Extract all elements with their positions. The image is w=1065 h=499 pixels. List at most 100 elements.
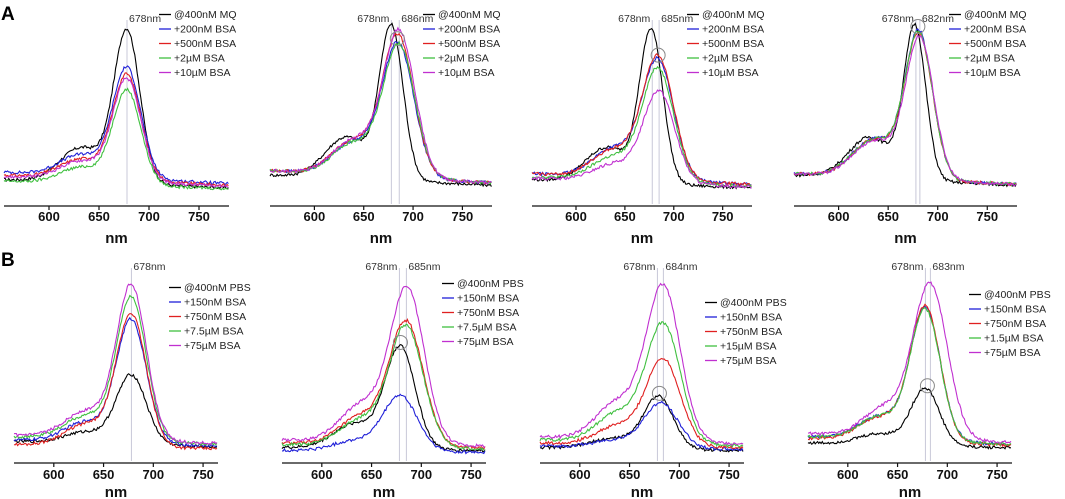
series-line xyxy=(531,65,752,188)
legend-entry: +750nM BSA xyxy=(984,318,1046,330)
legend-entry: +10µM BSA xyxy=(702,67,759,79)
x-tick-label: 700 xyxy=(410,467,432,482)
x-tick-label: 600 xyxy=(38,209,60,224)
x-tick-label: 700 xyxy=(138,209,160,224)
peak-label: 682nm xyxy=(922,13,954,25)
legend-entry: +750nM BSA xyxy=(457,307,519,319)
peak-label: 678nm xyxy=(891,261,923,273)
peak-label: 684nm xyxy=(665,261,697,273)
series-line xyxy=(13,283,218,446)
peak-label: 683nm xyxy=(932,261,964,273)
series-line xyxy=(3,72,229,188)
x-tick-label: 750 xyxy=(188,209,210,224)
legend-entry: +200nM BSA xyxy=(174,24,236,36)
series-line xyxy=(807,306,1012,447)
chart-panel-b4: 600 650 700 750 nm 678nm 683nm @400nM PBS +150nM… xyxy=(807,261,1051,499)
legend-entry: +750nM BSA xyxy=(720,326,782,338)
peak-label: 678nm xyxy=(365,261,397,273)
x-axis-label: nm xyxy=(894,230,917,247)
peak-highlight-circle xyxy=(919,378,935,394)
x-axis-label: nm xyxy=(631,230,654,247)
series-line xyxy=(793,34,1017,187)
series-line xyxy=(4,28,229,190)
x-tick-label: 750 xyxy=(986,467,1008,482)
legend-entry: +10µM BSA xyxy=(438,67,495,79)
x-tick-label: 650 xyxy=(614,209,636,224)
panels-group: 600 650 700 750 nm 678nm @400nM MQ +200nM BSA +5… xyxy=(3,9,1051,499)
peak-highlight-circle xyxy=(389,31,405,47)
chart-panel-a2: 600 650 700 750 nm 678nm 686nm @400nM MQ +200nM … xyxy=(269,9,501,247)
x-tick-label: 650 xyxy=(361,467,383,482)
series-line xyxy=(807,305,1012,447)
x-tick-label: 750 xyxy=(976,209,998,224)
legend-entry: +10µM BSA xyxy=(964,67,1021,79)
series-line xyxy=(281,343,486,453)
x-tick-label: 650 xyxy=(353,209,375,224)
peak-label: 678nm xyxy=(882,13,914,25)
series-line xyxy=(281,318,486,450)
legend-entry: @400nM PBS xyxy=(457,278,524,290)
series-line xyxy=(13,313,218,451)
x-axis-label: nm xyxy=(105,484,128,499)
x-tick-label: 650 xyxy=(619,467,641,482)
x-tick-label: 700 xyxy=(927,209,949,224)
series-line xyxy=(3,77,229,188)
x-tick-label: 600 xyxy=(828,209,850,224)
x-tick-label: 700 xyxy=(936,467,958,482)
series-line xyxy=(3,87,229,191)
x-tick-label: 700 xyxy=(402,209,424,224)
legend-entry: @400nM MQ xyxy=(964,9,1027,21)
x-tick-label: 600 xyxy=(565,209,587,224)
series-line xyxy=(282,393,486,455)
x-tick-label: 650 xyxy=(93,467,115,482)
legend-entry: @400nM MQ xyxy=(438,9,501,21)
x-tick-label: 750 xyxy=(192,467,214,482)
x-tick-label: 700 xyxy=(663,209,685,224)
legend-entry: +500nM BSA xyxy=(964,38,1026,50)
legend-entry: +150nM BSA xyxy=(720,312,782,324)
legend-entry: +500nM BSA xyxy=(174,38,236,50)
legend-entry: @400nM MQ xyxy=(174,9,237,21)
series-line xyxy=(281,285,486,448)
legend-entry: +1.5µM BSA xyxy=(984,333,1043,345)
x-tick-label: 650 xyxy=(88,209,110,224)
legend-entry: +75µM BSA xyxy=(984,347,1041,359)
x-tick-label: 700 xyxy=(142,467,164,482)
chart-panel-a3: 600 650 700 750 nm 678nm 685nm @400nM MQ +200nM … xyxy=(531,9,765,247)
peak-label: 678nm xyxy=(357,13,389,25)
x-tick-label: 650 xyxy=(877,209,899,224)
legend-entry: +750nM BSA xyxy=(184,311,246,323)
legend-entry: +2µM BSA xyxy=(702,53,753,65)
peak-highlight-circle xyxy=(651,385,667,401)
series-line xyxy=(531,53,752,187)
peak-label: 686nm xyxy=(401,13,433,25)
x-tick-label: 750 xyxy=(718,467,740,482)
series-line xyxy=(539,357,744,450)
chart-panel-b1: 600 650 700 750 nm 678nm @400nM PBS +150nM BSA +… xyxy=(13,261,251,499)
series-line xyxy=(281,323,486,451)
x-axis-label: nm xyxy=(370,230,393,247)
legend-entry: +75µM BSA xyxy=(457,336,514,348)
peak-highlight-circle xyxy=(650,47,666,63)
legend-entry: +2µM BSA xyxy=(964,53,1015,65)
legend-entry: +500nM BSA xyxy=(438,38,500,50)
peak-label: 678nm xyxy=(133,261,165,273)
legend-entry: +2µM BSA xyxy=(438,53,489,65)
x-axis-label: nm xyxy=(373,484,396,499)
x-tick-label: 750 xyxy=(452,209,474,224)
legend-entry: +200nM BSA xyxy=(964,24,1026,36)
panel-label-b: B xyxy=(1,250,15,271)
legend-entry: +200nM BSA xyxy=(438,24,500,36)
peak-label: 678nm xyxy=(618,13,650,25)
x-tick-label: 600 xyxy=(837,467,859,482)
legend-entry: @400nM PBS xyxy=(984,289,1051,301)
legend-entry: +15µM BSA xyxy=(720,341,777,353)
x-axis-label: nm xyxy=(105,230,128,247)
legend-entry: +75µM BSA xyxy=(184,340,241,352)
legend-entry: +200nM BSA xyxy=(702,24,764,36)
chart-panel-a4: 600 650 700 750 nm 678nm 682nm @400nM MQ +200nM … xyxy=(793,9,1027,247)
peak-label: 678nm xyxy=(623,261,655,273)
legend-entry: @400nM PBS xyxy=(184,282,251,294)
peak-label: 685nm xyxy=(661,13,693,25)
